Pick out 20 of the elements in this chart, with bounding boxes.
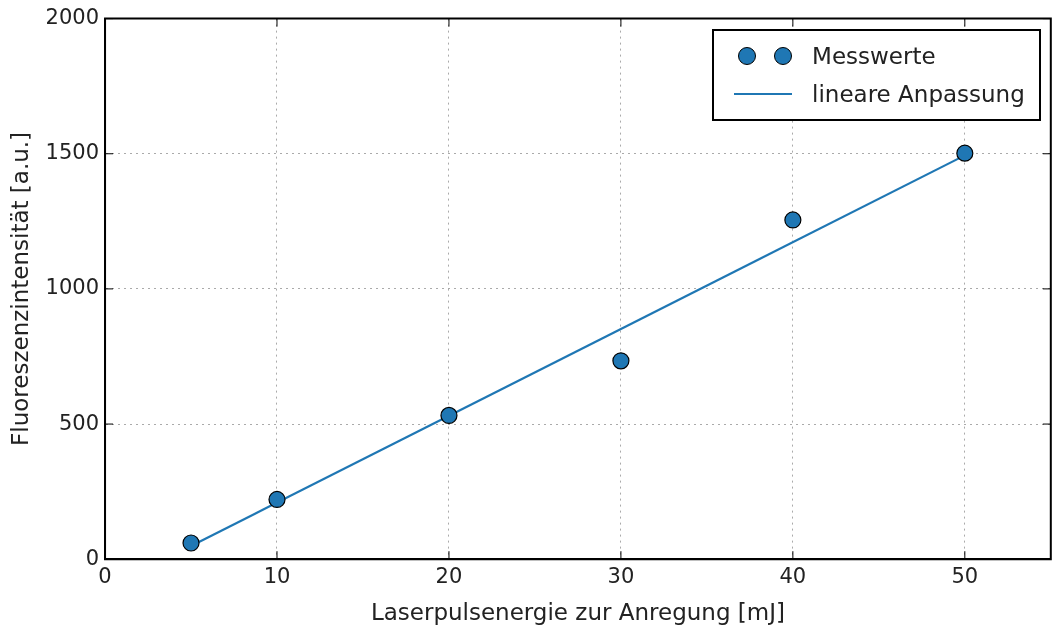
y-tick-label: 1000 bbox=[45, 275, 100, 300]
x-tick-label: 10 bbox=[263, 564, 291, 589]
point bbox=[268, 490, 286, 509]
y-tick-label: 1500 bbox=[45, 140, 100, 165]
x-tick-label: 50 bbox=[951, 564, 979, 589]
point bbox=[440, 406, 458, 424]
x-tick-label: 30 bbox=[607, 564, 635, 589]
point bbox=[182, 534, 200, 552]
point bbox=[784, 211, 802, 229]
y-tick-label: 500 bbox=[58, 410, 100, 435]
y-tick-label: 2000 bbox=[45, 5, 100, 30]
point bbox=[956, 144, 974, 162]
x-tick-label: 40 bbox=[779, 564, 807, 589]
point bbox=[612, 352, 630, 370]
x-tick-label: 20 bbox=[435, 564, 463, 589]
legend-label: lineare Anpassung bbox=[812, 80, 1025, 107]
y-axis-title: Fluoreszenzintensität [a.u.] bbox=[6, 131, 33, 446]
x-axis-title: Laserpulsenergie zur Anregung [mJ] bbox=[370, 599, 785, 626]
y-tick-label: 0 bbox=[85, 545, 100, 570]
legend-label: Messwerte bbox=[812, 42, 936, 69]
